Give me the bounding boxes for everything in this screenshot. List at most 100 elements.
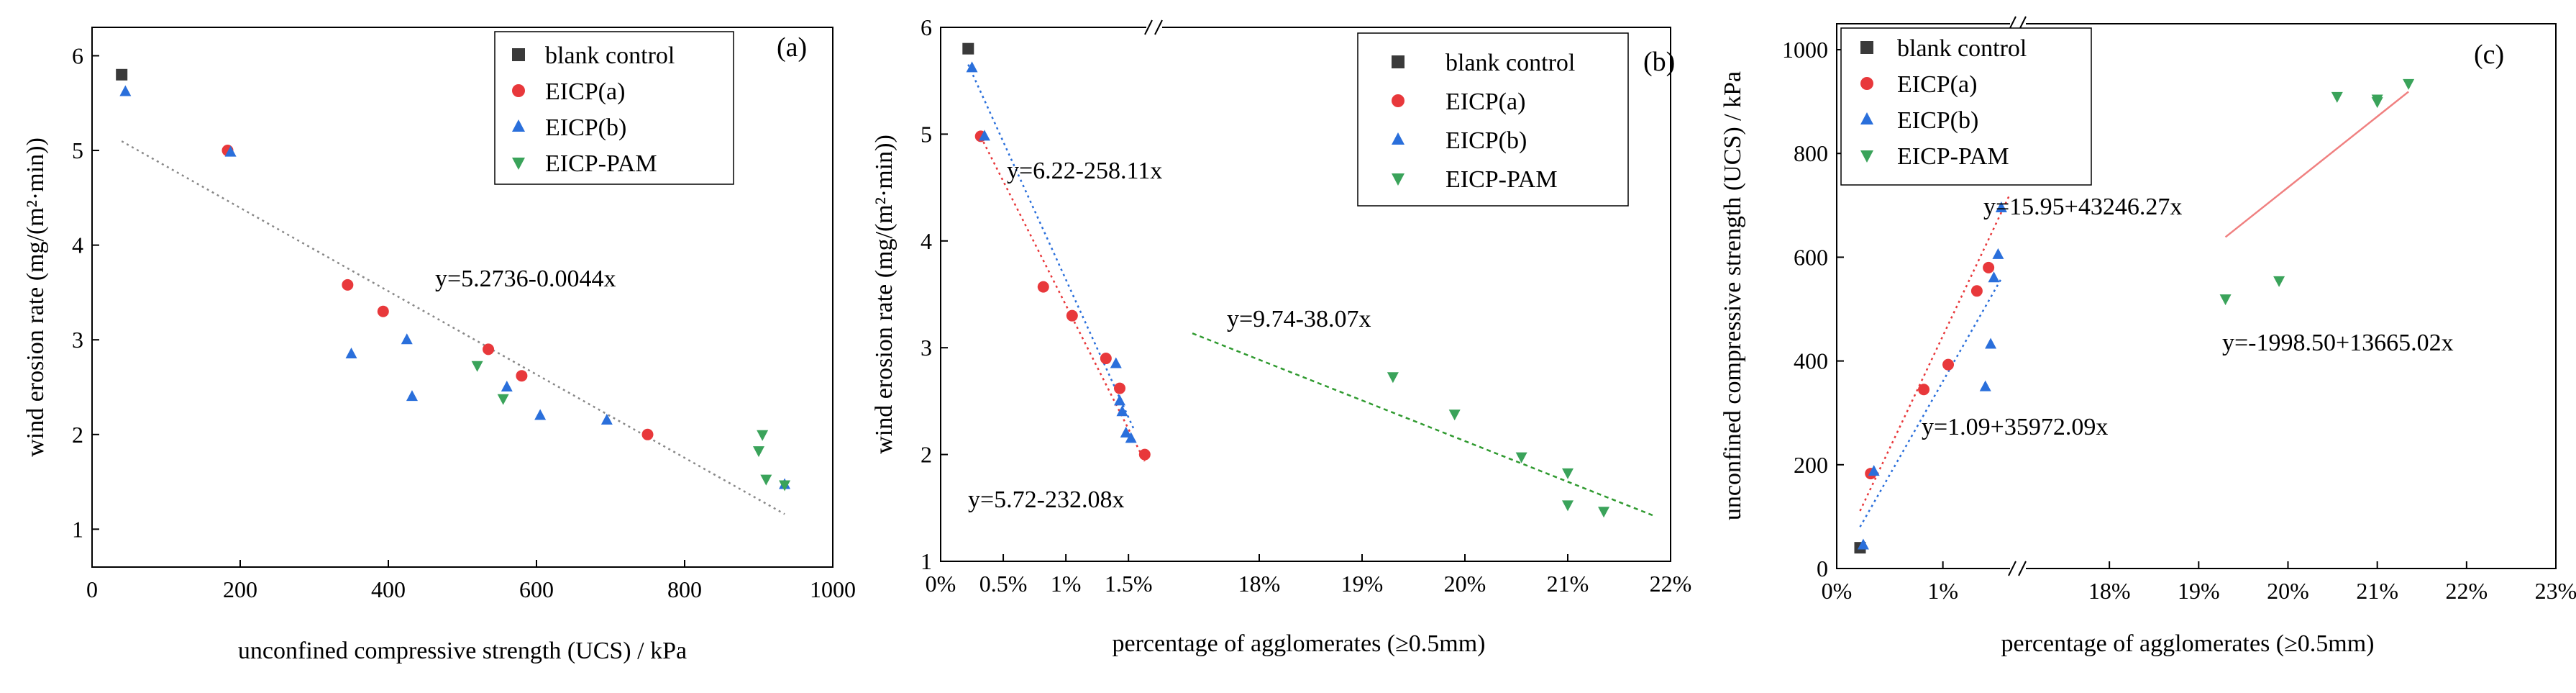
- panel-a-frame: [91, 27, 833, 568]
- panel-c: 0% 1% 18% 19% 20% 21% 22% 23% 0 200 400 600 800 1000…: [1719, 16, 2576, 657]
- panel-b-fit-equation-red: y=5.72-232.08x: [968, 486, 1125, 513]
- legend-marker-eicp-b: [512, 119, 525, 132]
- panel-c-x-ticks: 0% 1% 18% 19% 20% 21% 22% 23%: [1822, 561, 2576, 604]
- panel-c-break-mark: [2018, 561, 2027, 576]
- panel-c-point-eicp-a: [1983, 261, 1995, 273]
- panel-c-point-eicp-pam: [2403, 78, 2415, 90]
- legend-marker-eicp-a: [1392, 94, 1405, 107]
- panel-c-break-mark: [2008, 561, 2017, 576]
- x-tick-label: 21%: [1547, 571, 1589, 597]
- panel-c-legend: blank control EICP(a) EICP(b) EICP-PAM: [1840, 27, 2092, 186]
- panel-b-legend-eicp-b: EICP(b): [1445, 127, 1527, 154]
- panel-c-label: (c): [2474, 40, 2504, 70]
- panel-a-point-blank-control: [116, 68, 128, 81]
- panel-b-point-eicp-pam: [1515, 452, 1527, 463]
- panel-a-point-eicp-b: [406, 390, 418, 402]
- x-tick-label: 400: [371, 576, 406, 602]
- y-tick-label: 3: [921, 335, 932, 361]
- panel-a-data-points: [116, 68, 791, 492]
- y-tick-label: 5: [72, 137, 83, 163]
- panel-b-fit-equation-green: y=9.74-38.07x: [1227, 306, 1371, 332]
- panel-a-legend-eicp-pam: EICP-PAM: [545, 150, 657, 177]
- x-tick-label: 0: [86, 576, 98, 602]
- y-tick-label: 4: [921, 228, 932, 254]
- x-tick-label: 19%: [2178, 578, 2220, 604]
- panel-b-fit-line-green: [1192, 332, 1656, 517]
- x-tick-label: 1.5%: [1105, 571, 1153, 597]
- y-tick-label: 3: [72, 327, 83, 353]
- x-tick-label: 20%: [2267, 578, 2309, 604]
- legend-marker-eicp-pam: [1860, 150, 1873, 163]
- panel-c-point-eicp-a: [1918, 384, 1930, 396]
- panel-a-point-eicp-a: [377, 305, 389, 317]
- panel-b-point-eicp-b: [978, 130, 990, 141]
- panel-c-legend-eicp-b: EICP(b): [1897, 107, 1978, 134]
- panel-b-legend-eicp-a: EICP(a): [1445, 89, 1525, 115]
- y-tick-label: 200: [1794, 452, 1828, 478]
- panel-b-point-eicp-b: [966, 61, 978, 73]
- legend-marker-blank-control: [1860, 41, 1873, 54]
- panel-b-point-eicp-b: [1116, 405, 1128, 417]
- panel-c-point-eicp-b: [1857, 538, 1869, 550]
- x-tick-label: 0%: [926, 571, 956, 597]
- panel-a: 0 200 400 600 800 1000 1 2 3 4 5 6 y=5.2736-0.0044…: [22, 27, 856, 664]
- panel-b-point-eicp-b: [1113, 394, 1125, 406]
- panel-b-point-eicp-a: [1100, 353, 1112, 365]
- panel-c-fit-equation-blue: y=1.09+35972.09x: [1922, 414, 2108, 440]
- panel-a-legend-eicp-b: EICP(b): [545, 114, 626, 141]
- panel-a-point-eicp-b: [345, 347, 357, 358]
- x-tick-label: 19%: [1341, 571, 1384, 597]
- panel-b-point-eicp-a: [1066, 309, 1078, 322]
- panel-a-point-eicp-a: [516, 370, 528, 382]
- panel-a-point-eicp-pam: [779, 480, 791, 492]
- panel-a-y-ticks: 1 2 3 4 5 6: [72, 42, 99, 542]
- panel-a-point-eicp-a: [342, 278, 354, 291]
- panel-b-point-eicp-a: [1113, 382, 1125, 394]
- panel-c-legend-markers: [1860, 41, 1873, 163]
- panel-a-point-eicp-pam: [757, 430, 769, 441]
- panel-c-frame: [1836, 23, 2557, 569]
- panel-a-point-eicp-pam: [497, 394, 509, 405]
- x-tick-label: 22%: [1650, 571, 1692, 597]
- legend-marker-eicp-b: [1860, 112, 1873, 124]
- x-tick-label: 200: [223, 576, 257, 602]
- panel-b-point-eicp-pam: [1562, 500, 1574, 512]
- panel-b-point-eicp-pam: [1598, 507, 1610, 518]
- x-tick-label: 22%: [2446, 578, 2488, 604]
- panel-b-point-eicp-b: [1120, 426, 1132, 438]
- panel-a-point-eicp-pam: [471, 361, 483, 372]
- panel-a-x-ticks: 0 200 400 600 800 1000: [86, 560, 856, 602]
- panel-c-point-eicp-a: [1942, 358, 1955, 371]
- x-tick-label: 20%: [1444, 571, 1486, 597]
- panel-c-fit-equation-red: y=15.95+43246.27x: [1983, 194, 2182, 220]
- panel-a-point-eicp-pam: [760, 474, 772, 486]
- x-tick-label: 18%: [1238, 571, 1281, 597]
- panel-b-x-ticks: 0% 0.5% 1% 1.5% 18% 19% 20% 21% 22%: [926, 554, 1692, 597]
- panel-c-point-eicp-pam: [2331, 91, 2343, 103]
- panel-b-legend-eicp-pam: EICP-PAM: [1445, 166, 1558, 193]
- panel-a-y-axis-label: wind erosion rate (mg/(m²·min)): [22, 137, 49, 457]
- panel-c-point-eicp-b: [1979, 380, 1991, 391]
- panel-a-point-eicp-b: [119, 85, 132, 96]
- legend-marker-blank-control: [512, 48, 525, 61]
- panel-c-fit-equation-pink: y=-1998.50+13665.02x: [2222, 330, 2454, 356]
- panel-c-point-eicp-pam: [2219, 294, 2232, 306]
- panel-b-frame: [940, 27, 1671, 562]
- x-tick-label: 1%: [1927, 578, 1958, 604]
- x-tick-label: 0%: [1822, 578, 1853, 604]
- panel-b-legend-blank-control: blank control: [1445, 50, 1575, 76]
- panel-b-fit-equation-blue: y=6.22-258.11x: [1007, 158, 1162, 184]
- panel-c-legend-eicp-pam: EICP-PAM: [1897, 143, 2009, 170]
- y-tick-label: 1: [921, 548, 932, 574]
- panel-a-label: (a): [777, 32, 807, 63]
- panel-a-legend-blank-control: blank control: [545, 42, 675, 69]
- x-tick-label: 23%: [2535, 578, 2576, 604]
- y-tick-label: 1: [72, 516, 83, 542]
- panel-c-point-eicp-b: [1995, 201, 2007, 212]
- panel-b-legend-markers: [1392, 55, 1405, 186]
- panel-b-break-mark: [1144, 19, 1153, 35]
- x-tick-label: 0.5%: [979, 571, 1028, 597]
- y-tick-label: 2: [72, 422, 83, 448]
- panel-b-point-eicp-pam: [1387, 372, 1399, 384]
